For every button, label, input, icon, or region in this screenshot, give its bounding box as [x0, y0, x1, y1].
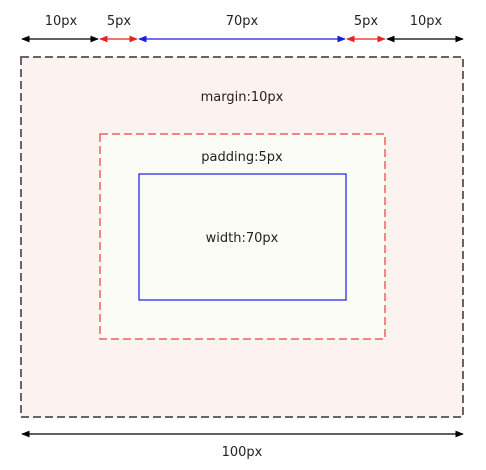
dim-label-padding-left: 5px: [107, 14, 132, 29]
dim-label-margin-left: 10px: [45, 14, 78, 29]
content-box: [138, 173, 347, 301]
margin-label: margin:10px: [201, 90, 284, 105]
padding-label: padding:5px: [201, 150, 283, 165]
dim-label-margin-right: 10px: [410, 14, 443, 29]
dim-label-content: 70px: [226, 14, 259, 29]
content-width-label: width:70px: [206, 231, 279, 246]
dim-label-total: 100px: [222, 445, 263, 460]
dim-label-padding-right: 5px: [354, 14, 379, 29]
